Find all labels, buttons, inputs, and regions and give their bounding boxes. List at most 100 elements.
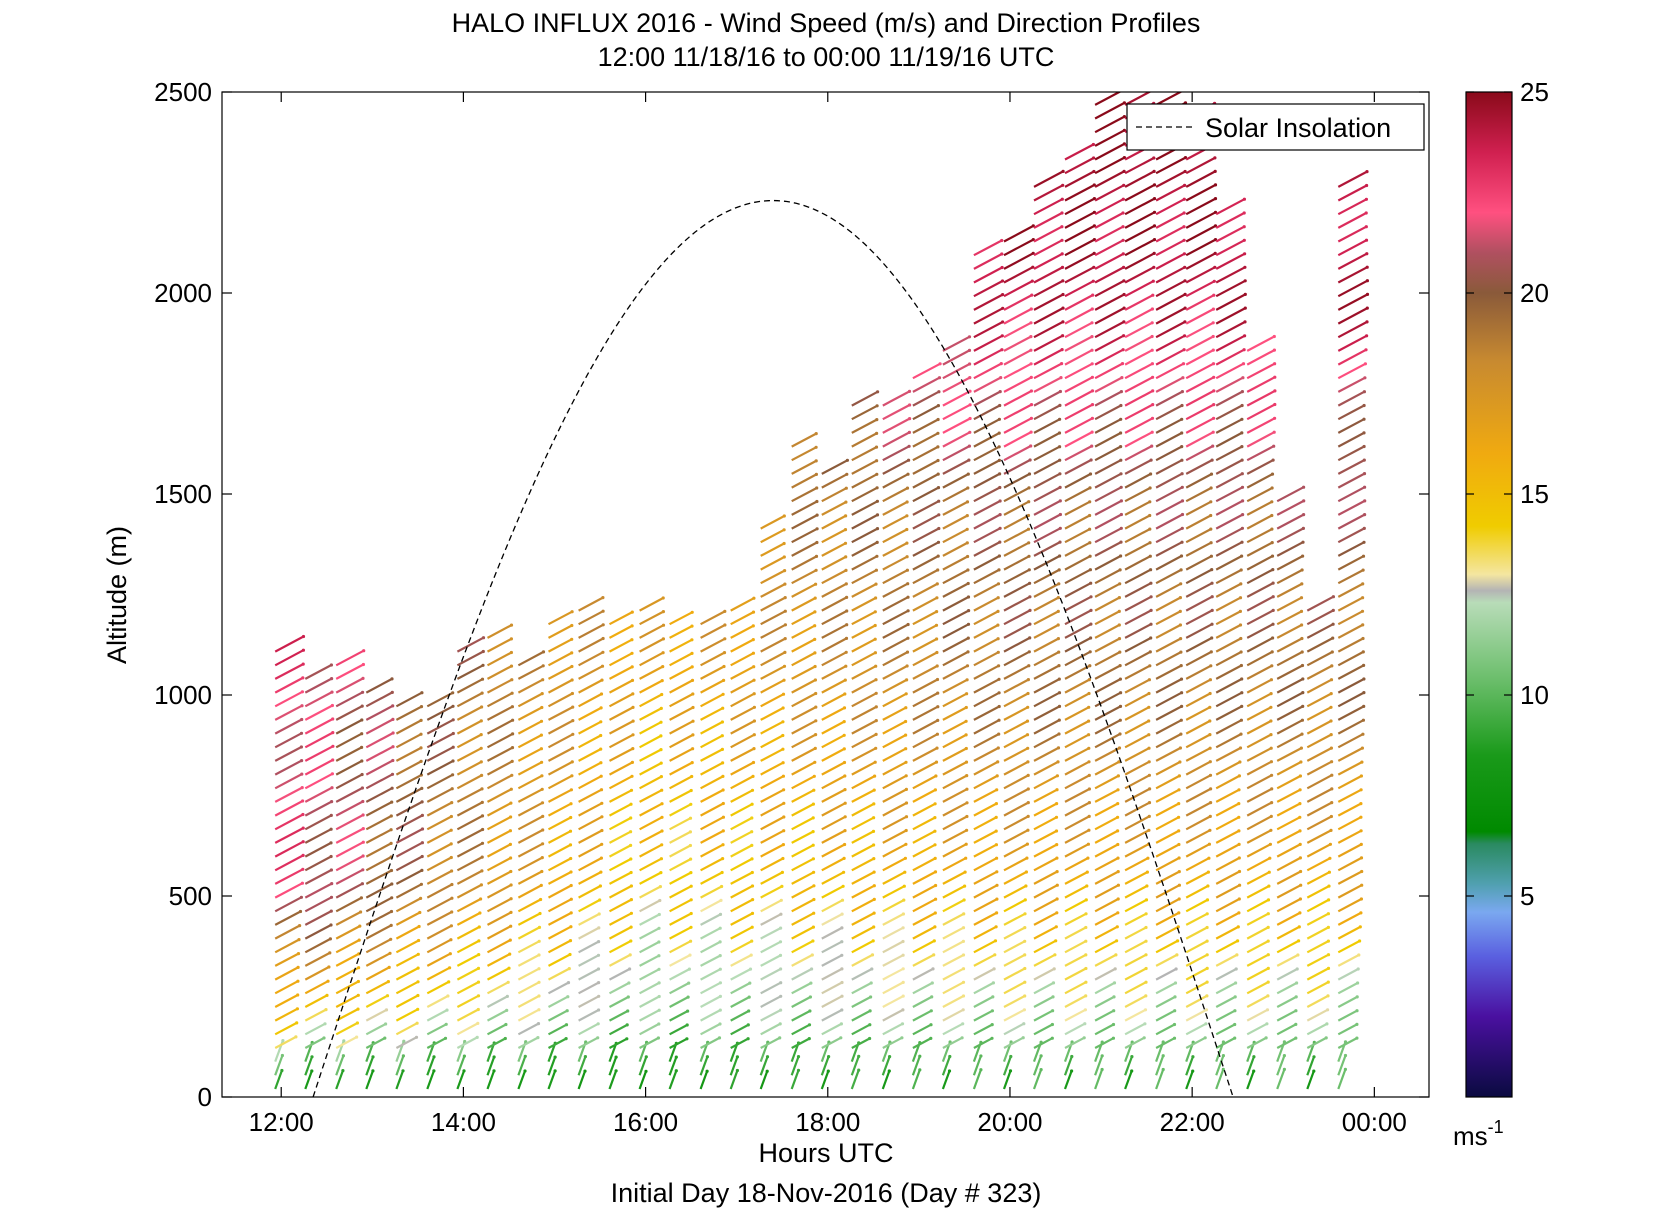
wind-arrow-head bbox=[391, 731, 395, 735]
wind-arrow-head bbox=[570, 774, 574, 778]
wind-arrow-head bbox=[1051, 1009, 1055, 1013]
wind-arrow-head bbox=[568, 843, 573, 847]
wind-arrow bbox=[1033, 445, 1061, 462]
wind-arrow-head bbox=[1180, 691, 1184, 695]
wind-arrow bbox=[608, 638, 633, 653]
wind-arrow-head bbox=[510, 705, 514, 709]
wind-arrow bbox=[335, 925, 361, 940]
wind-arrow bbox=[912, 761, 938, 776]
colorbar-tick-label: 5 bbox=[1520, 881, 1534, 911]
wind-arrow bbox=[304, 937, 331, 954]
wind-arrow bbox=[1246, 362, 1276, 380]
wind-arrow bbox=[1033, 459, 1061, 475]
x-axis: 12:00 14:00 16:00 18:00 20:00 22:00 00:00 bbox=[249, 92, 1407, 1137]
wind-arrow bbox=[973, 953, 996, 967]
wind-arrow bbox=[608, 803, 632, 817]
wind-arrow bbox=[486, 870, 512, 885]
wind-arrow-head bbox=[385, 994, 390, 998]
wind-arrow bbox=[1337, 499, 1366, 516]
wind-arrow-head bbox=[933, 856, 937, 861]
wind-arrow bbox=[1003, 349, 1032, 366]
wind-arrow bbox=[517, 815, 544, 831]
wind-arrow-head bbox=[1179, 677, 1184, 681]
wind-arrow-head bbox=[450, 801, 454, 805]
wind-arrow bbox=[1124, 417, 1154, 434]
wind-arrow bbox=[1155, 390, 1183, 407]
wind-arrow-head bbox=[1061, 279, 1065, 283]
wind-arrow-head bbox=[1061, 169, 1065, 173]
wind-arrow bbox=[426, 1056, 436, 1076]
wind-arrow-head bbox=[1088, 554, 1092, 558]
wind-arrow-head bbox=[1121, 225, 1125, 229]
footer-text: Initial Day 18-Nov-2016 (Day # 323) bbox=[611, 1178, 1042, 1208]
wind-arrow bbox=[1215, 802, 1240, 817]
wind-arrow-head bbox=[781, 843, 786, 847]
wind-arrow bbox=[973, 911, 998, 926]
wind-arrow-head bbox=[1205, 912, 1209, 916]
wind-arrow bbox=[1064, 582, 1092, 598]
wind-arrow-head bbox=[1270, 527, 1274, 531]
wind-arrow bbox=[1155, 266, 1186, 284]
wind-arrow bbox=[1064, 912, 1087, 926]
wind-arrow bbox=[1276, 1055, 1286, 1076]
wind-arrow bbox=[882, 815, 908, 831]
wind-arrow-head bbox=[1265, 1022, 1269, 1026]
wind-arrow bbox=[973, 1009, 993, 1022]
wind-arrow-head bbox=[629, 843, 633, 848]
wind-arrow-head bbox=[324, 1008, 328, 1012]
wind-arrow bbox=[1337, 445, 1365, 462]
wind-arrow bbox=[760, 885, 783, 899]
wind-arrow-head bbox=[936, 554, 940, 558]
wind-arrow bbox=[547, 898, 572, 913]
wind-arrow-head bbox=[873, 637, 877, 641]
wind-arrow bbox=[912, 432, 939, 448]
wind-arrow bbox=[1246, 912, 1269, 926]
wind-arrow-head bbox=[930, 995, 934, 999]
wind-arrow-head bbox=[1183, 265, 1187, 269]
wind-arrow bbox=[1306, 994, 1329, 1008]
wind-arrow-head bbox=[937, 526, 941, 531]
wind-arrow-head bbox=[691, 747, 695, 751]
wind-arrow bbox=[1246, 650, 1273, 667]
wind-arrow-head bbox=[661, 651, 665, 655]
wind-arrow bbox=[1124, 487, 1151, 503]
wind-arrow-head bbox=[1085, 870, 1089, 874]
wind-arrow bbox=[1185, 500, 1212, 516]
wind-arrow-head bbox=[1057, 704, 1062, 709]
wind-arrow bbox=[1246, 760, 1272, 776]
wind-arrow-head bbox=[1117, 596, 1121, 600]
wind-arrow-head bbox=[780, 870, 785, 875]
wind-arrow bbox=[304, 1008, 327, 1022]
wind-arrow-head bbox=[1269, 719, 1273, 723]
wind-arrow-head bbox=[1240, 526, 1244, 530]
wind-arrow bbox=[1033, 1037, 1053, 1049]
wind-arrow bbox=[547, 733, 574, 749]
wind-arrow bbox=[942, 995, 965, 1008]
wind-arrow bbox=[1246, 609, 1274, 626]
wind-arrow bbox=[335, 1036, 358, 1049]
wind-arrow-head bbox=[1142, 1036, 1146, 1040]
wind-arrow-head bbox=[1060, 348, 1064, 352]
wind-arrow bbox=[882, 981, 904, 995]
wind-arrow bbox=[851, 597, 877, 612]
wind-arrow-head bbox=[540, 787, 544, 791]
wind-arrow bbox=[547, 830, 572, 844]
wind-arrow-head bbox=[509, 801, 513, 805]
wind-arrow-head bbox=[1365, 170, 1369, 174]
wind-arrow-head bbox=[966, 622, 971, 626]
wind-arrow-head bbox=[905, 500, 909, 504]
wind-arrow-head bbox=[1089, 595, 1093, 599]
wind-arrow-head bbox=[1209, 500, 1213, 504]
wind-arrow-head bbox=[839, 1036, 843, 1040]
wind-arrow bbox=[851, 857, 875, 872]
wind-arrow-head bbox=[827, 1055, 831, 1059]
wind-arrow bbox=[517, 954, 540, 967]
wind-arrow bbox=[1215, 239, 1245, 257]
wind-arrow-head bbox=[1147, 814, 1151, 819]
wind-arrow bbox=[821, 940, 843, 954]
wind-arrow bbox=[851, 898, 875, 913]
wind-arrow bbox=[1033, 1009, 1054, 1022]
wind-arrow bbox=[1155, 239, 1185, 257]
wind-arrow-head bbox=[1060, 197, 1064, 201]
